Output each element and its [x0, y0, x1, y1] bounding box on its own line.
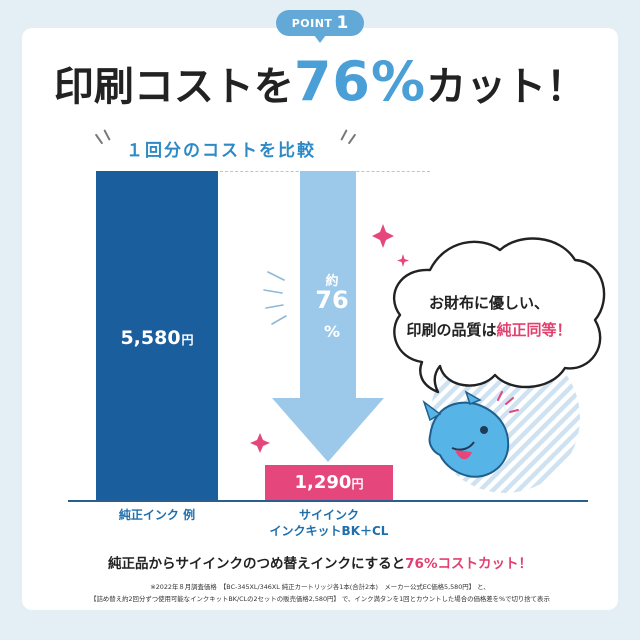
chart-baseline: [68, 500, 588, 502]
bar-pure-value-unit: 円: [181, 333, 194, 347]
bubble-line1: お財布に優しい、: [428, 294, 549, 312]
bar-sai-value-unit: 円: [351, 477, 364, 491]
headline-pre: 印刷コストを: [53, 64, 294, 110]
bar-sai-value-number: 1,290: [294, 472, 352, 493]
arrow-percent-sign: %: [323, 322, 341, 341]
summary-accent: 76%コストカット！: [405, 556, 532, 572]
x-label-saiink-line1: サイインク: [298, 508, 359, 522]
sparkle-icon: [250, 433, 270, 453]
bubble-line2-pre: 印刷の品質は: [406, 321, 497, 339]
sparkle-icon: [372, 224, 394, 248]
point-badge: POINT 1: [276, 10, 364, 43]
emphasis-rays: [263, 271, 287, 325]
bar-sai-value: 1,290円: [265, 472, 393, 493]
sparkle-icon: [397, 254, 409, 267]
headline-percent: 76%: [293, 50, 427, 113]
x-label-pure-ink: 純正インク 例: [118, 508, 196, 522]
footnote-line2: 【詰め替え約2回分ずつ使用可能なインクキットBK/CLの2セットの販売価格2,5…: [90, 595, 550, 603]
compare-title: １回分のコストを比較: [126, 141, 316, 161]
bar-pure-ink: [96, 171, 218, 500]
footnote-line1: ※2022年８月調査価格 【BC-345XL/346XL 純正カートリッジ各1本…: [150, 583, 490, 591]
reduction-arrow: [272, 171, 384, 462]
x-label-saiink: サイインク インクキットBK＋CL: [245, 507, 413, 539]
bar-saiink: [265, 465, 393, 500]
point-badge-number: 1: [336, 13, 349, 33]
arrow-percent-value: 76: [315, 286, 349, 314]
bar-pure-value: 5,580円: [96, 327, 218, 349]
point-badge-label: POINT: [291, 16, 333, 30]
arrow-pre-label: 約: [325, 274, 339, 289]
rhino-mascot-icon: [422, 390, 519, 478]
bubble-line2: 印刷の品質は純正同等！: [384, 317, 594, 344]
summary-pre: 純正品からサイインクのつめ替えインクにすると: [108, 556, 406, 572]
summary-text: 純正品からサイインクのつめ替えインクにすると76%コストカット！: [0, 552, 640, 572]
speech-bubble: [392, 237, 606, 394]
headline: 印刷コストを76%カット！: [0, 50, 640, 120]
bubble-text: お財布に優しい、 印刷の品質は純正同等！: [384, 290, 594, 344]
headline-post: カット！: [426, 64, 587, 110]
bubble-line2-accent: 純正同等！: [496, 321, 572, 339]
x-label-saiink-line2: インクキットBK＋CL: [269, 524, 389, 538]
bar-pure-value-number: 5,580: [120, 327, 181, 349]
